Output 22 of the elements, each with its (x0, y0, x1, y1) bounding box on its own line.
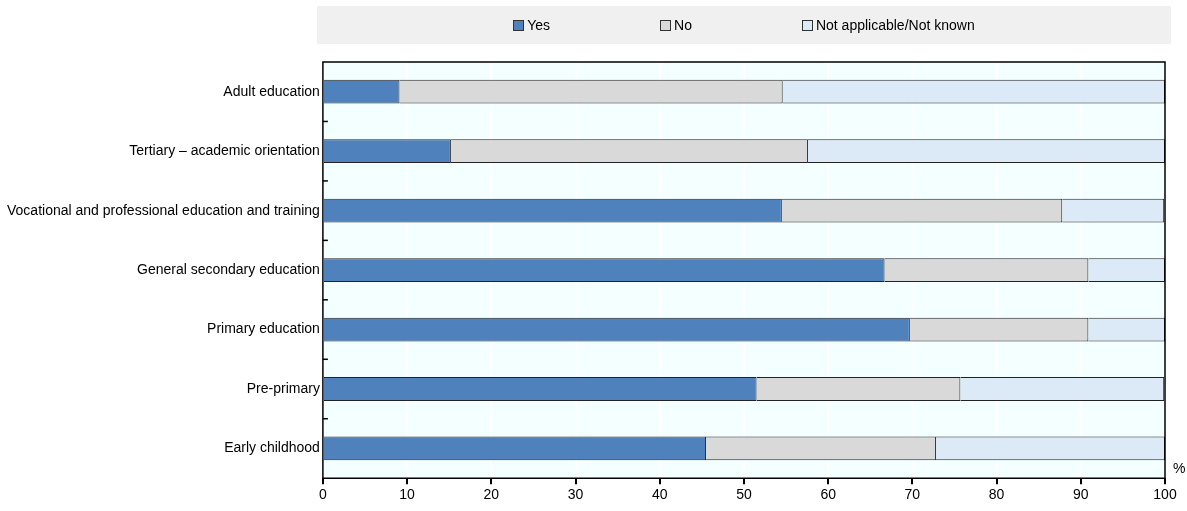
x-tick-label: 40 (651, 486, 668, 503)
x-tick-label: 70 (904, 486, 921, 503)
x-axis-title: % (1173, 460, 1186, 477)
y-tick-label: Primary education (207, 320, 320, 337)
y-tick-label: General secondary education (136, 260, 320, 277)
legend-label: Not applicable/Not known (815, 17, 975, 33)
y-tick-label: Adult education (223, 82, 320, 99)
x-tick-label: 30 (567, 486, 584, 503)
y-tick-label: Pre-primary (246, 379, 320, 396)
x-tick-label: 0 (319, 486, 327, 503)
legend-label: Yes (527, 17, 551, 33)
y-tick-label: Vocational and professional education and training (6, 201, 320, 218)
x-tick-label: 90 (1073, 486, 1089, 503)
x-tick-label: 100 (1153, 486, 1177, 503)
y-tick-label: Tertiary – academic orientation (129, 142, 320, 159)
x-tick-label: 20 (483, 486, 500, 503)
legend-label: No (674, 17, 692, 33)
x-tick-label: 60 (820, 486, 837, 503)
y-tick-label: Early childhood (224, 439, 320, 456)
x-tick-label: 80 (988, 486, 1005, 503)
x-tick-label: 50 (736, 486, 752, 503)
x-tick-label: 10 (399, 486, 416, 503)
